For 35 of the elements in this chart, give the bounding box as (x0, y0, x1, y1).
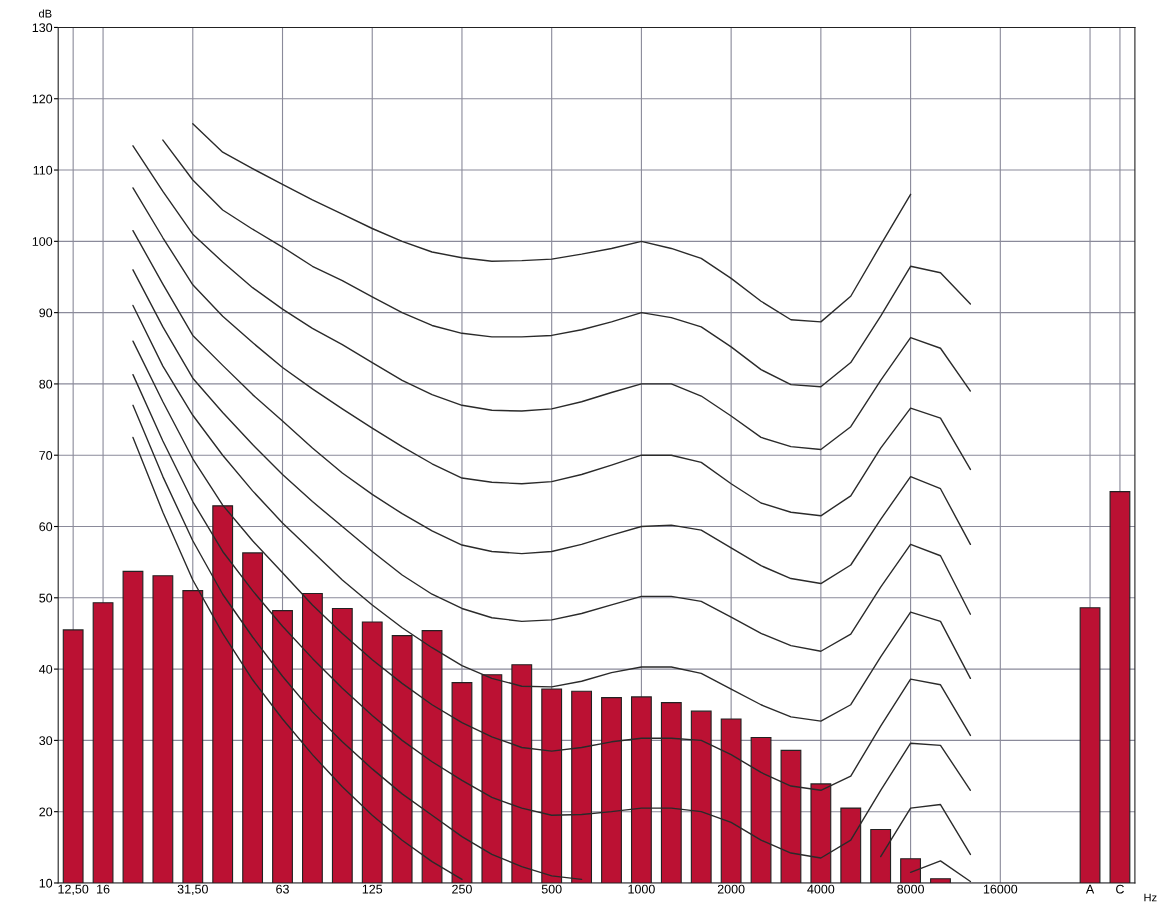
x-tick-label: 63 (276, 884, 289, 894)
line-series (162, 139, 972, 388)
line-series (192, 123, 912, 323)
y-tick-label: 60 (39, 522, 53, 532)
y-tick-label: 130 (32, 23, 53, 33)
y-tick-label: 100 (32, 237, 53, 246)
x-tick-label: A (1085, 884, 1095, 894)
y-axis-title: dB (38, 9, 52, 18)
x-tick-label: 8000 (897, 884, 924, 894)
y-tick-label: 70 (39, 451, 53, 460)
y-tick-label: 40 (39, 664, 53, 674)
line-series (132, 145, 972, 451)
x-tick-label: 250 (452, 884, 472, 894)
x-tick-label: 4000 (807, 884, 835, 894)
x-tick-label: 16000 (983, 884, 1018, 894)
x-axis-title: Hz (1144, 893, 1157, 902)
y-tick-label: 110 (33, 165, 53, 175)
x-tick-label: 2000 (717, 884, 745, 894)
y-tick-label: 90 (39, 308, 53, 318)
y-tick-label: 10 (39, 878, 53, 888)
y-tick-label: 20 (39, 807, 53, 817)
y-tick-label: 120 (32, 94, 53, 104)
x-tick-label: 125 (362, 884, 383, 894)
y-tick-label: 50 (39, 593, 53, 603)
x-tick-label: 16 (97, 884, 110, 894)
x-tick-label: 1000 (628, 884, 655, 894)
x-tick-label: 31,50 (177, 884, 208, 896)
line-series (132, 229, 972, 585)
y-tick-label: 30 (39, 736, 53, 746)
x-tick-label: C (1116, 884, 1124, 894)
line-series (132, 269, 972, 652)
x-tick-label: 500 (541, 884, 562, 894)
y-tick-label: 80 (39, 379, 53, 389)
line-series (132, 187, 972, 517)
x-tick-label: 12,50 (58, 884, 89, 896)
